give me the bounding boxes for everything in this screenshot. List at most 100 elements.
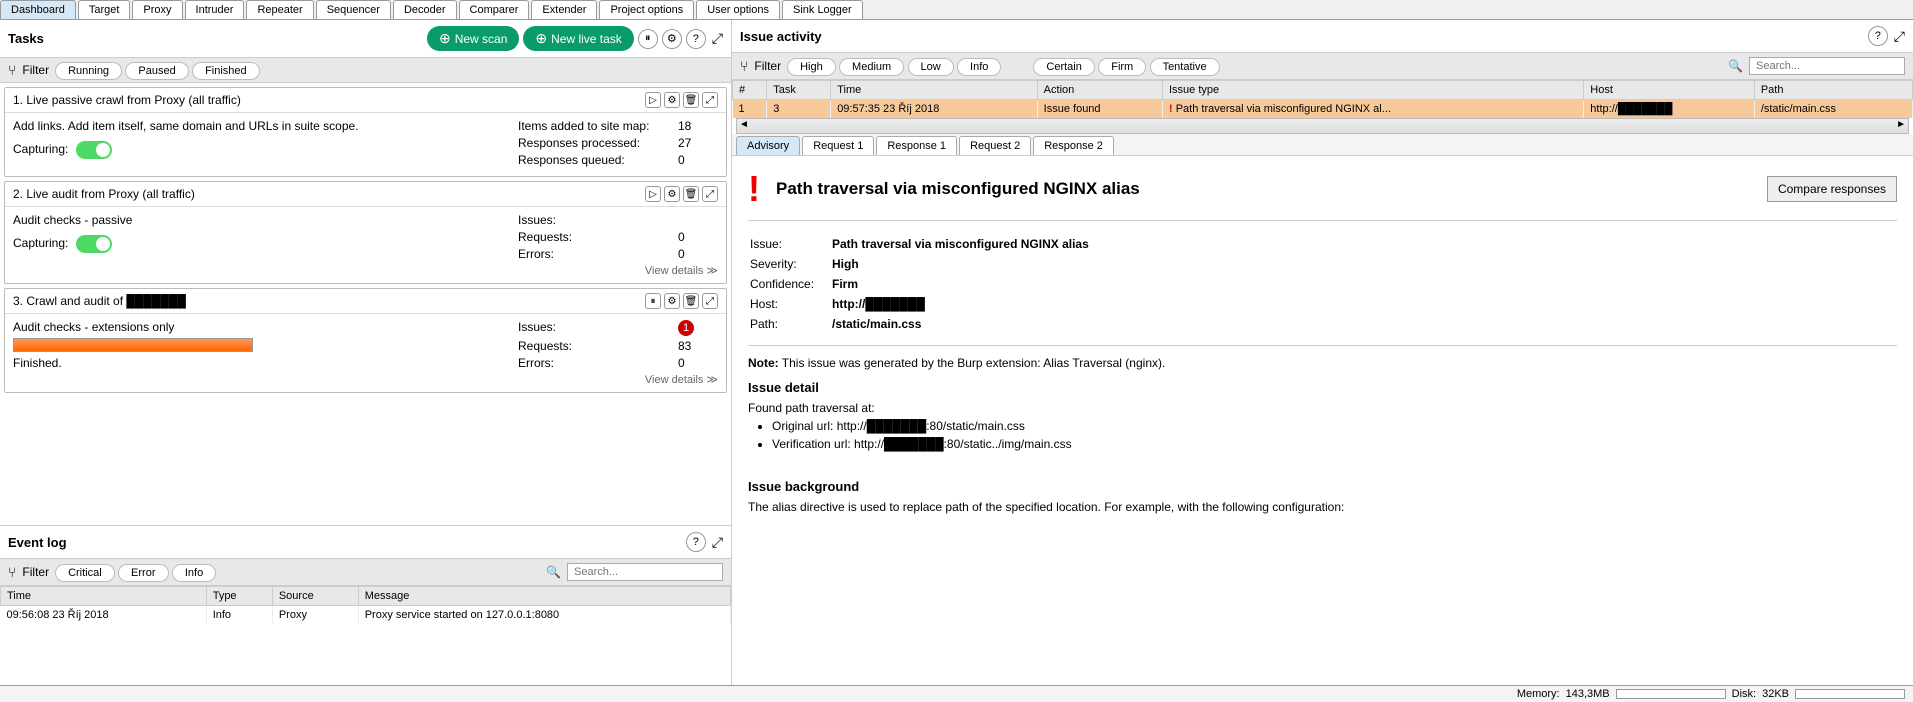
pause-all-icon[interactable]: ⏸ [638, 29, 658, 49]
expand-eventlog-icon[interactable]: ⤢ [712, 534, 723, 551]
column-header[interactable]: Time [1, 587, 207, 606]
stat-label: Responses queued: [518, 153, 678, 167]
main-tab-proxy[interactable]: Proxy [132, 0, 182, 19]
event-log-panel: Event log ? ⤢ ⑂ Filter Critical Error In… [0, 525, 731, 685]
stat-value: 1 [678, 320, 718, 336]
capturing-toggle[interactable] [76, 141, 112, 159]
play-icon[interactable]: ▷ [645, 92, 661, 108]
compare-responses-button[interactable]: Compare responses [1767, 176, 1897, 202]
capturing-row: Capturing: [13, 141, 518, 159]
main-tab-extender[interactable]: Extender [531, 0, 597, 19]
column-header[interactable]: Issue type [1162, 81, 1583, 100]
confidence-filter-tentative[interactable]: Tentative [1150, 58, 1220, 76]
help-icon[interactable]: ? [686, 29, 706, 49]
trash-icon[interactable]: 🗑 [683, 186, 699, 202]
expand-icon[interactable]: ⤢ [702, 293, 718, 309]
event-filter-critical[interactable]: Critical [55, 564, 115, 582]
main-tab-intruder[interactable]: Intruder [185, 0, 245, 19]
horizontal-scrollbar[interactable] [736, 118, 1909, 134]
confidence-filter-certain[interactable]: Certain [1033, 58, 1094, 76]
severity-filter-low[interactable]: Low [908, 58, 954, 76]
column-header[interactable]: Host [1584, 81, 1755, 100]
expand-issues-icon[interactable]: ⤢ [1894, 28, 1905, 45]
filter-label: Filter [754, 59, 781, 73]
event-row[interactable]: 09:56:08 23 Říj 2018InfoProxyProxy servi… [1, 606, 731, 625]
trash-icon[interactable]: 🗑 [683, 293, 699, 309]
filter-icon[interactable]: ⑂ [8, 564, 16, 580]
search-icon[interactable]: 🔍 [1728, 59, 1743, 73]
advisory-panel: ! Path traversal via misconfigured NGINX… [732, 156, 1913, 685]
sub-tab-advisory[interactable]: Advisory [736, 136, 800, 155]
expand-icon[interactable]: ⤢ [702, 92, 718, 108]
view-details-link[interactable]: View details ≫ [518, 373, 718, 386]
gear-icon[interactable]: ⚙ [664, 92, 680, 108]
column-header[interactable]: Path [1754, 81, 1912, 100]
issue-search-input[interactable] [1749, 57, 1905, 75]
column-header[interactable]: Source [272, 587, 358, 606]
capturing-toggle[interactable] [76, 235, 112, 253]
event-filter-error[interactable]: Error [118, 564, 168, 582]
sub-tab-response-1[interactable]: Response 1 [876, 136, 957, 155]
column-header[interactable]: Action [1037, 81, 1162, 100]
pause-icon[interactable]: ⏸ [645, 293, 661, 309]
left-pane: Tasks New scan New live task ⏸ ⚙ ? ⤢ ⑂ F… [0, 20, 732, 685]
severity-filter-high[interactable]: High [787, 58, 836, 76]
trash-icon[interactable]: 🗑 [683, 92, 699, 108]
sub-tab-request-1[interactable]: Request 1 [802, 136, 874, 155]
task-filter-running[interactable]: Running [55, 62, 122, 80]
event-filter-info[interactable]: Info [172, 564, 216, 582]
main-tab-sequencer[interactable]: Sequencer [316, 0, 391, 19]
search-icon[interactable]: 🔍 [546, 565, 561, 579]
column-header[interactable]: Task [767, 81, 831, 100]
play-icon[interactable]: ▷ [645, 186, 661, 202]
event-log-header: Event log ? ⤢ [0, 526, 731, 559]
main-tab-dashboard[interactable]: Dashboard [0, 0, 76, 19]
column-header[interactable]: Type [206, 587, 272, 606]
column-header[interactable]: Message [358, 587, 730, 606]
main-tab-repeater[interactable]: Repeater [246, 0, 313, 19]
issue-table: #TaskTimeActionIssue typeHostPath 1309:5… [732, 80, 1913, 118]
stat-value [678, 213, 718, 227]
tasks-header: Tasks New scan New live task ⏸ ⚙ ? ⤢ [0, 20, 731, 58]
main-tab-bar: DashboardTargetProxyIntruderRepeaterSequ… [0, 0, 1913, 20]
filter-label: Filter [22, 565, 49, 579]
task-filter-finished[interactable]: Finished [192, 62, 260, 80]
severity-filter-info[interactable]: Info [957, 58, 1001, 76]
meta-label: Host: [750, 295, 830, 313]
settings-icon[interactable]: ⚙ [662, 29, 682, 49]
new-scan-button[interactable]: New scan [427, 26, 519, 51]
help-icon[interactable]: ? [1868, 26, 1888, 46]
main-tab-project-options[interactable]: Project options [599, 0, 694, 19]
memory-value: 143,3MB [1566, 688, 1610, 700]
meta-label: Confidence: [750, 275, 830, 293]
main-tab-decoder[interactable]: Decoder [393, 0, 457, 19]
severity-filter-medium[interactable]: Medium [839, 58, 904, 76]
main-tab-user-options[interactable]: User options [696, 0, 780, 19]
main-tab-comparer[interactable]: Comparer [459, 0, 530, 19]
gear-icon[interactable]: ⚙ [664, 293, 680, 309]
filter-icon[interactable]: ⑂ [8, 62, 16, 78]
column-header[interactable]: Time [831, 81, 1037, 100]
gear-icon[interactable]: ⚙ [664, 186, 680, 202]
sub-tab-request-2[interactable]: Request 2 [959, 136, 1031, 155]
help-icon[interactable]: ? [686, 532, 706, 552]
main-tab-sink-logger[interactable]: Sink Logger [782, 0, 863, 19]
task-filter-paused[interactable]: Paused [125, 62, 188, 80]
task-description: Add links. Add item itself, same domain … [13, 119, 518, 133]
issue-row[interactable]: 1309:57:35 23 Říj 2018Issue found! Path … [733, 100, 1913, 119]
column-header[interactable]: # [733, 81, 767, 100]
advisory-url-list: Original url: http://███████:80/static/m… [748, 419, 1897, 451]
confidence-filter-firm[interactable]: Firm [1098, 58, 1146, 76]
new-live-task-button[interactable]: New live task [523, 26, 633, 51]
view-details-link[interactable]: View details ≫ [518, 264, 718, 277]
sub-tab-response-2[interactable]: Response 2 [1033, 136, 1114, 155]
task-title: 1. Live passive crawl from Proxy (all tr… [13, 93, 645, 107]
task-title: 3. Crawl and audit of ███████ [13, 294, 645, 308]
meta-label: Severity: [750, 255, 830, 273]
main-tab-target[interactable]: Target [78, 0, 131, 19]
meta-value: High [832, 255, 1101, 273]
expand-tasks-icon[interactable]: ⤢ [712, 30, 723, 47]
filter-icon[interactable]: ⑂ [740, 58, 748, 74]
event-log-search-input[interactable] [567, 563, 723, 581]
expand-icon[interactable]: ⤢ [702, 186, 718, 202]
